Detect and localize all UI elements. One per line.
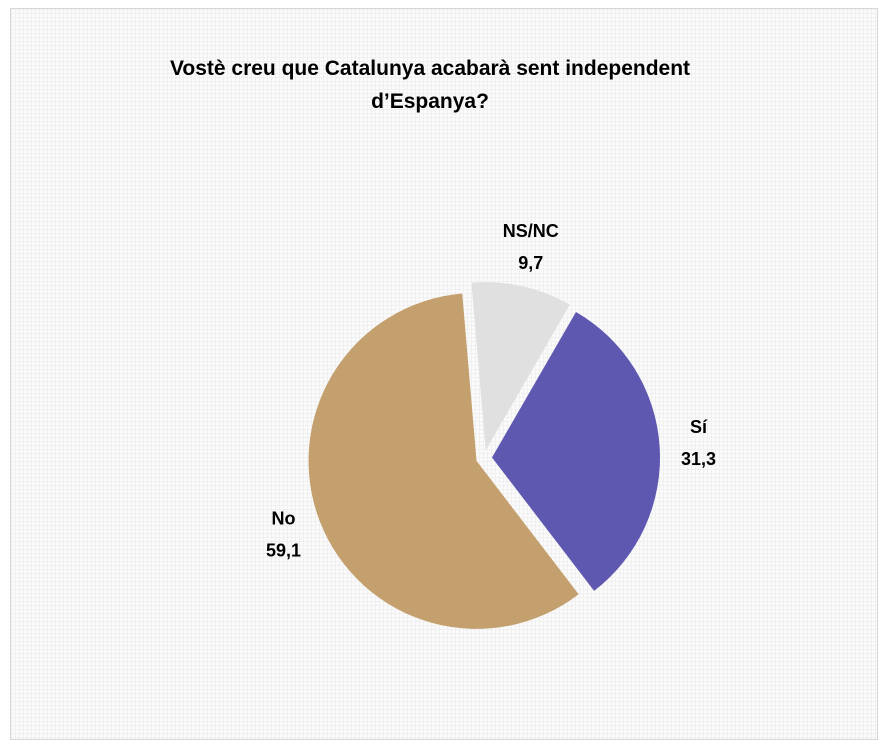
slice-category-label: Sí bbox=[690, 417, 708, 437]
slice-value-label: 59,1 bbox=[266, 540, 301, 560]
slice-value-label: 31,3 bbox=[681, 449, 716, 469]
pie-slice bbox=[308, 293, 579, 629]
slice-category-label: NS/NC bbox=[503, 221, 559, 241]
slice-value-label: 9,7 bbox=[518, 253, 543, 273]
slice-category-label: No bbox=[271, 508, 295, 528]
pie-slice bbox=[471, 282, 570, 451]
chart-title: Vostè creu que Catalunya acabarà sent in… bbox=[169, 57, 691, 113]
pie-slice bbox=[491, 311, 660, 591]
